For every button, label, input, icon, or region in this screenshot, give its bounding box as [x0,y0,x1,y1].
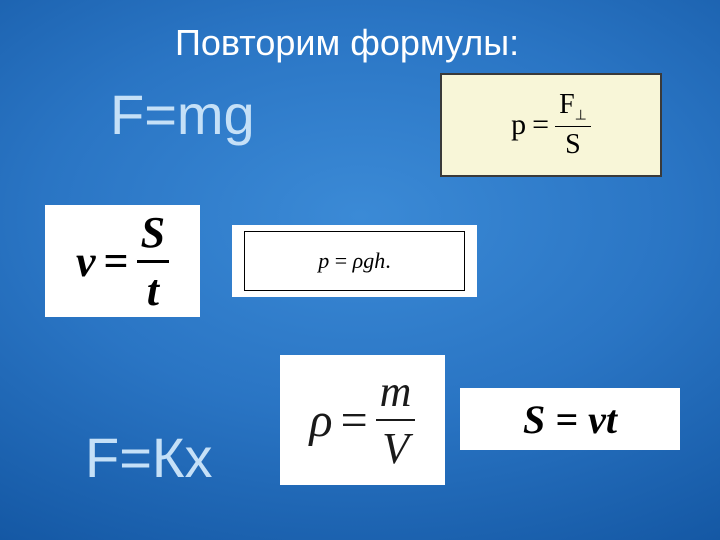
velocity-fraction: S t [137,207,169,316]
hydro-p: p [318,248,329,273]
formula-hooke: F=Кх [85,425,213,490]
density-lhs: ρ [310,393,333,448]
density-fraction: m V [376,366,416,474]
slide-title: Повторим формулы: [175,22,519,64]
pressure-den: S [561,127,585,161]
hydro-eq: = [335,248,347,273]
formula-box-pressure: p = F⊥ S [440,73,662,177]
density-num: m [376,366,416,419]
pressure-eq: = [532,108,549,142]
formula-box-hydrostatic-inner: p = ρgh. [244,231,465,291]
formula-box-distance: S = vt [460,388,680,450]
slide: Повторим формулы: F=mg F=Кх p = F⊥ S v =… [0,0,720,540]
velocity-num: S [137,207,169,260]
hydrostatic-expr: p = ρgh. [318,248,390,274]
hydro-dot: . [385,248,391,273]
formula-box-hydrostatic: p = ρgh. [232,225,477,297]
density-den: V [378,421,413,474]
pressure-num-sub: ⊥ [575,108,587,123]
density-eq: = [341,393,368,448]
velocity-den: t [143,263,163,316]
formula-box-velocity: v = S t [45,205,200,317]
hydro-rho: ρ [353,248,364,273]
pressure-lhs: p [511,108,526,142]
hydro-g: g [363,248,374,273]
hydro-h: h [374,248,385,273]
formula-gravity: F=mg [110,82,255,147]
pressure-fraction: F⊥ S [555,89,591,162]
velocity-eq: = [103,236,128,287]
pressure-num: F⊥ [555,89,591,127]
formula-box-density: ρ = m V [280,355,445,485]
distance-expr: S = vt [523,396,617,443]
pressure-num-main: F [559,89,575,120]
velocity-lhs: v [76,236,96,287]
